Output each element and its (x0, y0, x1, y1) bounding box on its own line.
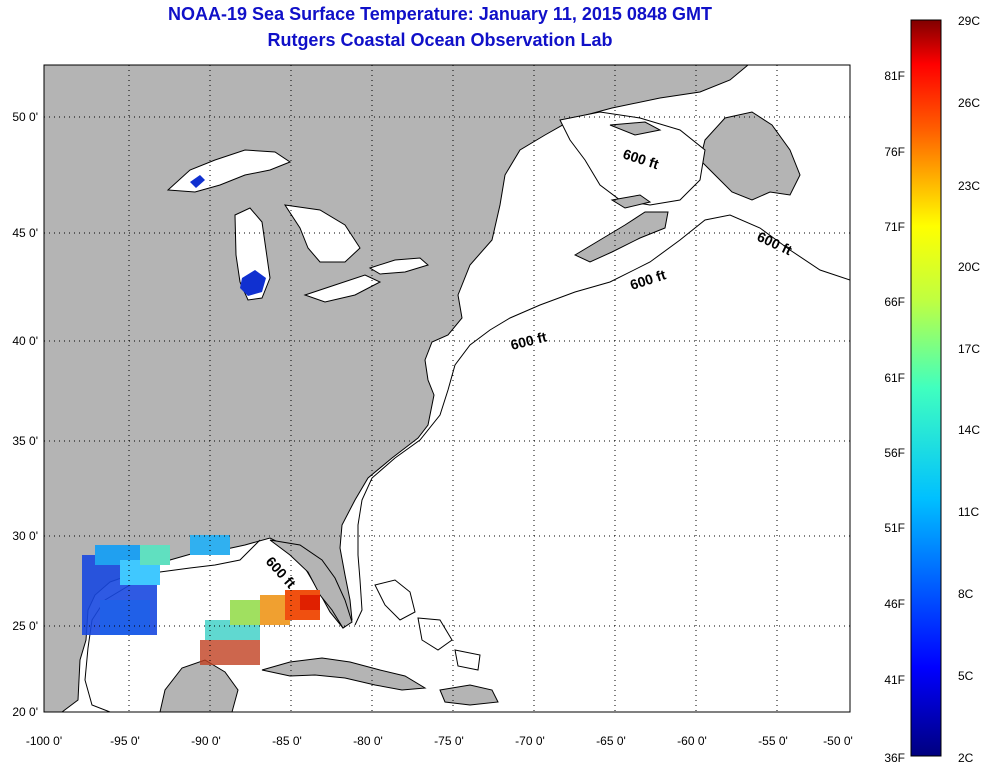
cb-label-c: 8C (958, 587, 974, 601)
lon-label: -55 0' (758, 734, 788, 748)
cb-label-f: 76F (884, 145, 905, 159)
lat-label: 30 0' (12, 529, 38, 543)
lon-label: -65 0' (596, 734, 626, 748)
lat-label: 20 0' (12, 705, 38, 719)
cb-label-c: 23C (958, 179, 980, 193)
isobath-600ft (354, 214, 850, 626)
lon-label: -50 0' (823, 734, 853, 748)
cb-label-f: 51F (884, 521, 905, 535)
land-florida (269, 539, 353, 629)
cb-label-c: 29C (958, 14, 980, 28)
land-cuba (261, 657, 427, 691)
lon-label: -70 0' (515, 734, 545, 748)
cb-label-f: 81F (884, 69, 905, 83)
lake-superior-sst (190, 175, 205, 188)
lon-label: -80 0' (353, 734, 383, 748)
land-hispaniola (439, 684, 499, 706)
latitude-axis: 50 0' 45 0' 40 0' 35 0' 30 0' 25 0' 20 0… (12, 110, 38, 719)
cb-label-f: 61F (884, 371, 905, 385)
land-nova-scotia (573, 211, 669, 263)
lon-label: -60 0' (677, 734, 707, 748)
land-newfoundland (699, 111, 801, 201)
land-anticosti (609, 121, 662, 136)
lon-label: -85 0' (272, 734, 302, 748)
cb-label-c: 11C (958, 505, 979, 519)
gulf-st-lawrence (559, 111, 706, 206)
cb-label-f: 66F (884, 295, 905, 309)
lake-erie (303, 274, 382, 303)
cb-label-f: 46F (884, 597, 905, 611)
lake-ontario (368, 257, 430, 275)
lon-label: -90 0' (191, 734, 221, 748)
colorbar-celsius-labels: 29C 26C 23C 20C 17C 14C 11C 8C 5C 2C (958, 14, 980, 765)
longitude-axis: -100 0' -95 0' -90 0' -85 0' -80 0' -75 … (26, 734, 853, 748)
cb-label-f: 41F (884, 673, 905, 687)
lon-label: -75 0' (434, 734, 464, 748)
cb-label-c: 17C (958, 342, 980, 356)
cb-label-f: 56F (884, 446, 905, 460)
map-title: NOAA-19 Sea Surface Temperature: January… (168, 4, 712, 24)
lat-label: 40 0' (12, 334, 38, 348)
land-pei (610, 194, 652, 209)
lon-label: -100 0' (26, 734, 62, 748)
lat-label: 50 0' (12, 110, 38, 124)
lake-michigan-sst (240, 270, 266, 296)
cb-label-c: 26C (958, 96, 980, 110)
lon-label: -95 0' (110, 734, 140, 748)
colorbar (910, 19, 942, 757)
lat-label: 45 0' (12, 226, 38, 240)
cb-label-c: 2C (958, 751, 974, 765)
gulf-sst-patches (82, 535, 320, 665)
lat-label: 25 0' (12, 619, 38, 633)
cb-label-c: 20C (958, 260, 980, 274)
cb-label-f: 71F (884, 220, 905, 234)
colorbar-fahrenheit-labels: 81F 76F 71F 66F 61F 56F 51F 46F 41F 36F (884, 69, 905, 765)
cb-label-f: 36F (884, 751, 905, 765)
bahamas-outline (374, 579, 481, 671)
cb-label-c: 5C (958, 669, 974, 683)
map-subtitle: Rutgers Coastal Ocean Observation Lab (267, 30, 613, 50)
lat-label: 35 0' (12, 434, 38, 448)
land-yucatan (159, 659, 239, 712)
lake-huron (283, 204, 361, 263)
cb-label-c: 14C (958, 423, 980, 437)
map-frame (43, 64, 851, 713)
